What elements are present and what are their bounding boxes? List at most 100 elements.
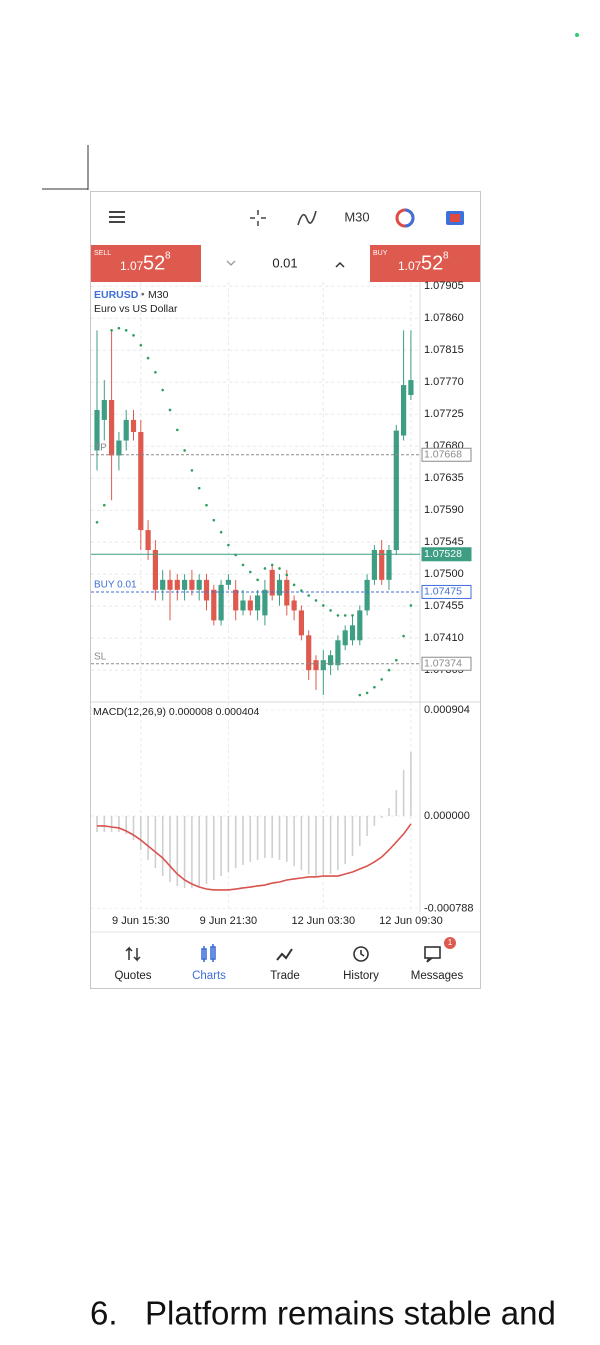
y-tick-label: 1.07770 [424, 376, 464, 388]
sar-dot [263, 567, 267, 570]
y-tick-label: 1.07815 [424, 344, 464, 356]
candle-body [218, 584, 224, 621]
x-tick-label: 12 Jun 03:30 [291, 915, 355, 927]
sar-dot [336, 614, 340, 617]
candle-body [401, 385, 407, 436]
candle-body [269, 569, 275, 596]
candle-body [174, 579, 180, 590]
candle-body [138, 431, 144, 531]
candle-body [408, 380, 414, 396]
nav-charts[interactable]: Charts [192, 970, 226, 982]
y-tick-label: 1.07905 [424, 280, 464, 292]
sar-dot [409, 604, 413, 607]
candle-body [203, 579, 210, 601]
footer-text: Platform remains stable and [145, 1295, 556, 1332]
level-tag [421, 584, 472, 599]
sar-dot [307, 594, 311, 597]
sell-button[interactable] [91, 245, 201, 282]
nav-history[interactable]: History [343, 970, 379, 982]
chart-timeframe: M30 [148, 289, 169, 301]
candle-body [101, 400, 107, 420]
candle-body [225, 579, 231, 585]
crosshair-button[interactable] [250, 210, 266, 226]
candle-body [328, 655, 334, 666]
x-tick-label: 9 Jun 21:30 [200, 915, 258, 927]
buy-price-prefix: 1.07 [398, 259, 422, 273]
candle-body [152, 550, 158, 590]
menu-button[interactable] [109, 211, 125, 223]
sar-dot [176, 428, 179, 432]
objects-button[interactable] [395, 208, 415, 228]
buy-price-sup: 8 [443, 251, 449, 262]
trade-icon [276, 948, 293, 961]
sar-dot [351, 614, 354, 617]
sar-dot [103, 503, 106, 507]
lot-decrease[interactable] [226, 260, 236, 266]
lot-increase[interactable] [335, 261, 345, 268]
sar-dot [190, 469, 194, 472]
sar-dot [161, 388, 164, 392]
sar-dot [329, 609, 332, 612]
sar-dot [146, 356, 150, 360]
trade-button[interactable] [446, 211, 464, 225]
sar-dot [139, 343, 143, 347]
level-label: SL [94, 651, 107, 662]
bottom-nav: 1 Quotes Charts Trade History Messages [114, 937, 463, 982]
sar-dot [270, 563, 274, 567]
charts-icon [201, 944, 216, 962]
lot-size[interactable]: 0.01 [272, 255, 297, 270]
y-tick-label: 0.000904 [424, 704, 470, 716]
status-dot [575, 33, 579, 37]
sar-dot [322, 604, 325, 607]
candle-body [298, 610, 304, 636]
sar-dot [212, 518, 216, 522]
candle-body [116, 440, 122, 456]
sell-label: SELL [94, 250, 111, 257]
candle-body [284, 579, 290, 606]
chart-layer: 1.07905 1.07860 1.07815 1.07770 1.07725 1.076… [91, 280, 474, 927]
symbol: EURUSD [94, 289, 139, 301]
candle-body [130, 419, 137, 432]
sell-price-prefix: 1.07 [120, 259, 144, 273]
macd-title: MACD(12,26,9) 0.000008 0.000404 [93, 706, 260, 718]
sar-dot [124, 329, 128, 332]
level-price: 1.07528 [424, 548, 462, 560]
level-label: TP [94, 442, 107, 453]
sar-dot [197, 486, 201, 490]
y-tick-label: -0.000788 [424, 902, 474, 914]
indicators-button[interactable] [297, 210, 317, 226]
y-tick-label: 0.000000 [424, 810, 470, 822]
y-tick-label: 1.07635 [424, 472, 464, 484]
y-tick-label: 1.07410 [424, 632, 464, 644]
candle-body [182, 579, 188, 590]
symbol-description: Euro vs US Dollar [94, 303, 178, 315]
candle-body [160, 579, 166, 590]
sar-dot [292, 583, 296, 587]
candle-body [109, 400, 115, 456]
buy-label: BUY [373, 250, 388, 257]
bullet: • [141, 290, 145, 301]
sar-dot [205, 503, 208, 507]
nav-quotes[interactable]: Quotes [114, 970, 151, 982]
nav-messages[interactable]: Messages [411, 970, 464, 982]
y-tick-label: 1.07500 [424, 568, 464, 580]
sar-dot [278, 567, 281, 570]
candle-body [335, 640, 341, 666]
candle-body [94, 409, 100, 451]
signal-line [97, 823, 412, 891]
candle-body [371, 550, 377, 580]
candle-body [342, 630, 348, 646]
sar-dot [380, 678, 384, 681]
footer-number: 6. [90, 1295, 118, 1332]
candle-body [247, 600, 253, 611]
sar-dot [183, 449, 186, 452]
level-price: 1.07668 [424, 449, 462, 461]
buy-button[interactable] [370, 245, 480, 282]
candle-body [291, 600, 297, 611]
sar-dot [227, 543, 230, 547]
quotes-icon [125, 946, 141, 962]
y-tick-label: 1.07590 [424, 504, 464, 516]
sar-dot [343, 614, 347, 617]
nav-trade[interactable]: Trade [270, 970, 300, 982]
timeframe-button[interactable]: M30 [344, 209, 369, 224]
